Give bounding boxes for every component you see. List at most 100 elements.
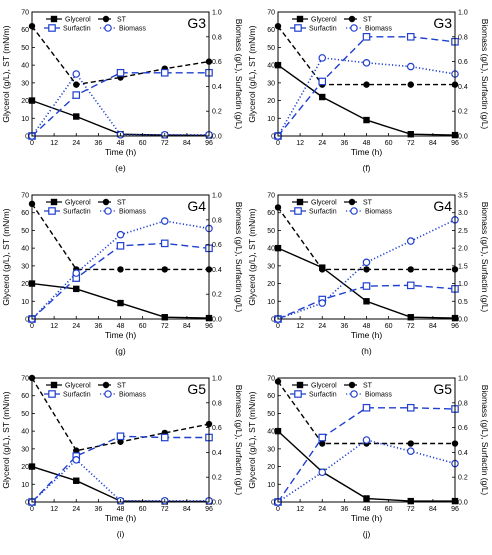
data-point-biomass (362, 436, 371, 444)
y-tick-label-right: 0.0 (212, 134, 222, 141)
data-point-st (407, 440, 414, 447)
series-line-biomass (31, 458, 209, 503)
x-tick-label: 84 (429, 506, 437, 513)
y-tick-label-left: 60 (21, 27, 29, 34)
data-point-surfactin (116, 68, 125, 77)
series-line-st (31, 25, 210, 86)
legend-marker-glycerol (296, 198, 304, 206)
data-point-glycerol (73, 477, 80, 484)
legend-marker-st (348, 198, 356, 206)
y-tick-label-right: 0.4 (458, 450, 468, 457)
y-tick-label-right: 0.2 (458, 109, 468, 116)
y-axis-label-left: Glycerol (g/L), ST (mN/m) (247, 208, 257, 305)
legend-label-biomass: Biomass (119, 209, 146, 216)
series-line-glycerol (31, 99, 210, 137)
data-point-biomass (72, 269, 81, 277)
x-tick-label: 0 (276, 140, 280, 147)
data-point-glycerol (73, 113, 80, 120)
y-tick-label-left: 60 (21, 393, 29, 400)
y-tick-label-left: 0 (25, 134, 29, 141)
series-line-surfactin (277, 407, 456, 503)
chart-panel-f: 0 12 24 36 48 60 72 84 96 0 10 20 30 40 50 60 70 0.0 0.2 0.… (247, 10, 490, 174)
x-tick-label: 48 (363, 506, 371, 513)
x-tick-label: 72 (407, 323, 415, 330)
x-tick-label: 36 (94, 323, 102, 330)
y-tick-label-right: 0.6 (212, 242, 222, 249)
group-label: G3 (187, 15, 206, 31)
y-tick-label-left: 70 (21, 193, 29, 200)
legend-label-st: ST (363, 200, 373, 207)
y-tick-label-right: 1.0 (458, 376, 468, 383)
y-tick-label-left: 70 (267, 376, 275, 383)
data-point-surfactin (318, 433, 327, 442)
y-tick-label-right: 3.0 (458, 210, 468, 217)
x-tick-label: 24 (318, 506, 326, 513)
y-tick-label-left: 30 (267, 446, 275, 453)
y-axis-label-left: Glycerol (g/L), ST (mN/m) (247, 25, 257, 122)
y-tick-label-right: 0.8 (212, 34, 222, 41)
y-tick-label-right: 0.0 (212, 500, 222, 507)
y-tick-label-right: 0.0 (212, 317, 222, 324)
y-tick-label-left: 40 (21, 63, 29, 70)
y-tick-label-left: 70 (21, 10, 29, 17)
y-tick-label-left: 10 (267, 482, 275, 489)
x-tick-label: 84 (429, 140, 437, 147)
legend-marker-biomass (104, 207, 112, 215)
legend-label-surfactin: Surfactin (309, 392, 337, 399)
data-point-surfactin (160, 68, 169, 77)
chart-panel-h: 0 12 24 36 48 60 72 84 96 0 10 20 30 40 50 60 70 0.0 0.5 1.… (247, 193, 490, 357)
chart-panel-i: 0 12 24 36 48 60 72 84 96 0 10 20 30 40 50 60 70 0.0 0.2 0.… (1, 374, 244, 539)
x-tick-label: 24 (72, 140, 80, 147)
y-tick-label-left: 70 (21, 376, 29, 383)
x-tick-label: 0 (276, 323, 280, 330)
legend-label-glycerol: Glycerol (311, 200, 337, 207)
x-tick-label: 84 (183, 140, 191, 147)
y-axis-label-right: Biomass (g/L), Surfactin (g/L) (234, 202, 244, 313)
data-point-surfactin (116, 432, 125, 441)
x-tick-label: 96 (205, 323, 213, 330)
x-tick-label: 96 (205, 506, 213, 513)
group-label: G4 (433, 198, 452, 214)
x-tick-label: 48 (117, 506, 125, 513)
y-tick-label-right: 0.6 (212, 425, 222, 432)
legend-label-glycerol: Glycerol (65, 383, 91, 390)
panel-label: (j) (363, 529, 371, 539)
x-tick-label: 84 (429, 323, 437, 330)
data-point-biomass (72, 70, 81, 78)
y-tick-label-left: 60 (21, 210, 29, 217)
y-tick-label-left: 10 (267, 299, 275, 306)
y-tick-label-left: 10 (21, 116, 29, 123)
legend-marker-surfactin (294, 24, 302, 32)
y-tick-label-right: 0.6 (212, 59, 222, 66)
y-tick-label-left: 30 (267, 263, 275, 270)
x-tick-label: 0 (30, 140, 34, 147)
y-tick-label-right: 0.8 (458, 400, 468, 407)
y-tick-label-right: 1.0 (458, 10, 468, 17)
y-tick-label-right: 0.6 (458, 59, 468, 66)
x-tick-label: 24 (318, 140, 326, 147)
legend-marker-glycerol (50, 381, 58, 389)
legend-label-glycerol: Glycerol (311, 383, 337, 390)
series-line-biomass (31, 72, 209, 137)
data-point-biomass (406, 447, 415, 455)
y-tick-label-left: 0 (271, 134, 275, 141)
x-tick-label: 24 (318, 323, 326, 330)
x-tick-label: 12 (296, 506, 304, 513)
y-tick-label-right: 0.2 (212, 292, 222, 299)
legend: Glycerol ST Surfactin Biomass (290, 15, 392, 33)
y-tick-label-left: 50 (267, 45, 275, 52)
data-point-biomass (116, 230, 125, 239)
x-tick-label: 12 (50, 506, 58, 513)
legend-marker-biomass (104, 390, 112, 398)
data-point-st (161, 266, 168, 273)
y-tick-label-left: 10 (21, 482, 29, 489)
x-tick-label: 96 (451, 140, 459, 147)
y-tick-label-right: 2.5 (458, 228, 468, 235)
y-tick-label-left: 0 (271, 317, 275, 324)
group-label: G4 (187, 198, 206, 214)
legend-marker-surfactin (48, 207, 56, 215)
y-tick-label-left: 0 (25, 317, 29, 324)
data-point-st (117, 266, 124, 273)
y-axis-label-right: Biomass (g/L), Surfactin (g/L) (480, 385, 490, 496)
